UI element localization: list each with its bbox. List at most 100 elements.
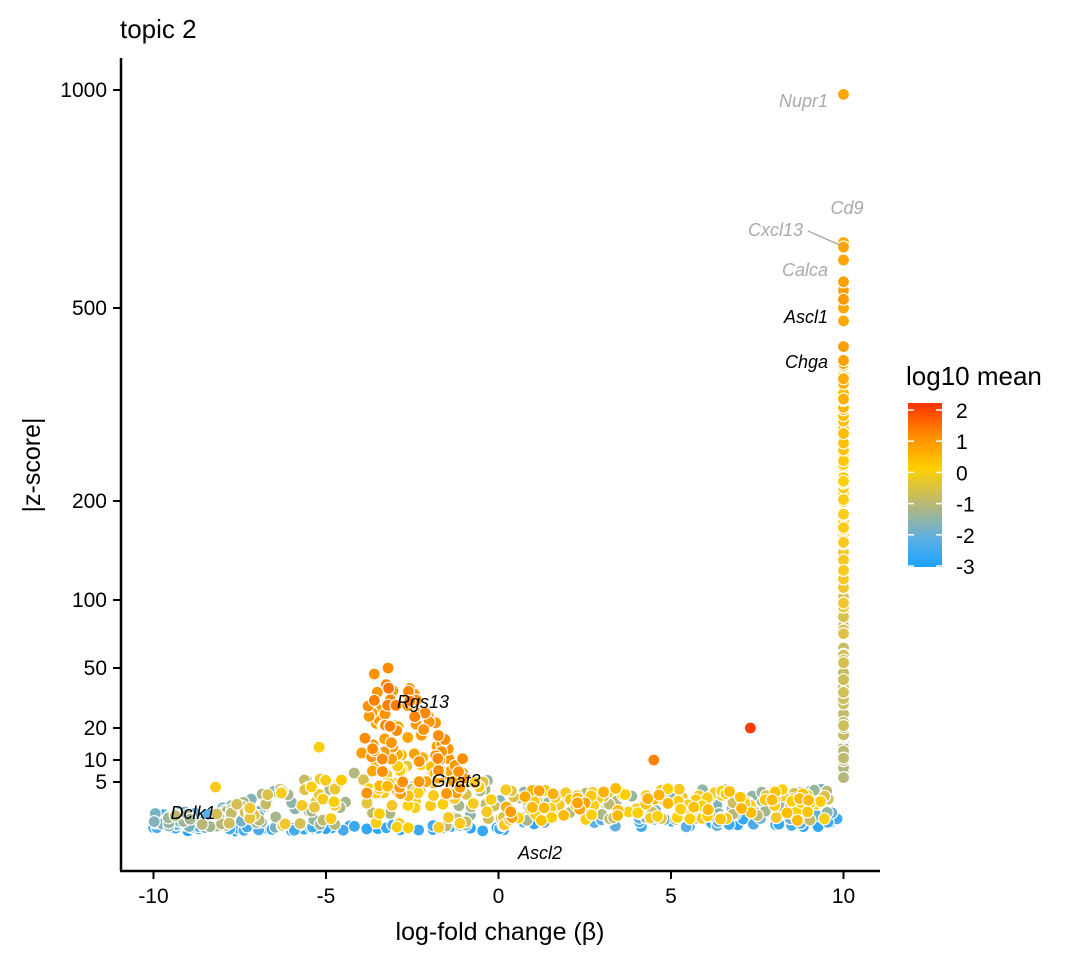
data-point (210, 807, 224, 821)
data-point (147, 814, 161, 829)
leader-line (807, 230, 843, 247)
data-point (661, 782, 675, 796)
data-point (319, 773, 333, 787)
data-point (836, 535, 851, 549)
data-point (456, 752, 470, 766)
data-point (817, 812, 832, 826)
data-point (836, 656, 851, 670)
data-point (261, 788, 275, 802)
data-point (396, 775, 410, 789)
data-point (641, 792, 655, 806)
data-point (358, 731, 372, 745)
x-axis-ticks: -10 -5 0 5 10 (138, 871, 855, 908)
data-point (836, 392, 851, 406)
data-point (734, 801, 749, 816)
data-point (780, 806, 794, 820)
data-point (836, 340, 851, 354)
data-point (499, 783, 513, 797)
x-tick-label: 0 (493, 885, 505, 908)
legend-ticks: 2 1 0 -1 -2 -3 (908, 400, 975, 579)
data-point (836, 253, 851, 267)
data-point (647, 753, 661, 767)
data-point (367, 667, 381, 681)
x-tick-label: -5 (317, 885, 336, 908)
legend-tick-label: -1 (956, 494, 975, 517)
legend-colorbar (908, 403, 942, 567)
gene-labels: Nupr1 Cd9 Cxcl13 Calca Ascl1 Chga Rgs13 Gnat3 Dc… (170, 91, 863, 863)
color-legend: log10 mean 2 1 0 -1 -2 -3 (906, 361, 1042, 579)
data-point (380, 779, 395, 793)
data-point (836, 275, 851, 289)
data-point (417, 722, 431, 737)
data-point (836, 493, 851, 507)
data-point (195, 817, 209, 832)
data-point (525, 800, 540, 815)
data-point (609, 781, 623, 796)
data-point (383, 719, 397, 733)
data-point (304, 780, 319, 794)
data-point (618, 787, 632, 802)
data-point (230, 797, 244, 811)
data-point (412, 775, 426, 789)
data-point (367, 693, 381, 708)
x-tick-label: 10 (832, 885, 855, 908)
data-points (147, 87, 851, 838)
data-point (209, 780, 223, 794)
gene-label: Chga (785, 352, 828, 372)
data-point (431, 728, 445, 743)
data-point (836, 292, 851, 306)
gene-label: Cxcl13 (748, 220, 803, 240)
data-point (674, 802, 688, 816)
gene-label: Nupr1 (779, 91, 828, 111)
legend-tick-label: 2 (956, 400, 968, 423)
data-point (327, 795, 341, 809)
gene-label: Dclk1 (170, 803, 215, 823)
data-point (295, 798, 309, 813)
data-point (557, 808, 571, 823)
data-point (412, 754, 426, 769)
gene-label: Ascl1 (783, 307, 828, 327)
y-tick-label: 50 (84, 657, 107, 680)
data-point (672, 782, 686, 796)
data-point (713, 812, 728, 826)
legend-tick-label: 0 (956, 462, 968, 485)
data-point (484, 792, 498, 807)
data-point (401, 821, 415, 835)
data-point (389, 698, 403, 713)
data-point (183, 812, 197, 826)
data-point (375, 752, 389, 766)
data-point (836, 770, 851, 785)
data-point (222, 816, 236, 830)
y-axis-ticks: 510 20 50 100 200 500 1000 (60, 79, 121, 794)
data-point (480, 805, 494, 819)
gene-label: Ascl2 (517, 843, 562, 863)
data-point (836, 454, 851, 468)
data-point (243, 801, 257, 815)
data-point (743, 721, 758, 735)
data-point (168, 809, 182, 823)
data-point (570, 796, 585, 810)
data-point (836, 507, 851, 521)
data-point (801, 793, 816, 807)
data-point (408, 710, 422, 724)
data-point (426, 788, 441, 803)
gene-label: Calca (782, 260, 828, 280)
data-point (765, 793, 779, 807)
data-point (683, 812, 697, 826)
data-point (366, 742, 380, 756)
data-point (504, 805, 518, 819)
data-point (687, 800, 701, 814)
data-point (836, 426, 851, 441)
data-point (661, 796, 675, 811)
data-point (312, 740, 326, 754)
x-tick-label: -10 (138, 885, 168, 908)
y-tick-label: 5 (95, 771, 107, 794)
data-point (534, 813, 549, 828)
data-point (269, 810, 283, 824)
y-axis-title: |z-score| (18, 418, 46, 513)
data-point (324, 811, 338, 826)
data-point (432, 820, 446, 835)
data-point (375, 764, 390, 779)
data-point (347, 819, 361, 833)
x-tick-label: 5 (665, 885, 677, 908)
